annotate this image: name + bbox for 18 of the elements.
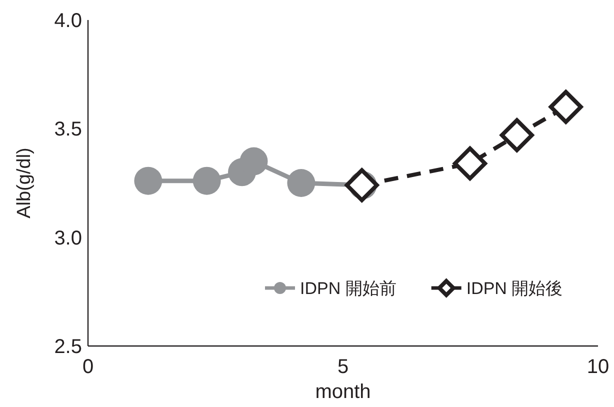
x-tick-label: 10 [586,356,610,378]
legend-label: IDPN 開始後 [466,279,563,298]
legend-label: IDPN 開始前 [300,279,396,298]
x-axis-title: month [315,381,371,403]
y-tick-label: 3.0 [54,227,82,250]
x-tick-label: 5 [337,356,349,378]
point [192,166,221,195]
point [500,118,534,152]
y-tick-label: 2.5 [54,336,82,358]
point [287,169,316,197]
point [452,146,487,180]
x-tick-label: 0 [82,356,94,378]
y-axis-title: Alb(g/dl) [14,148,35,218]
point [240,147,268,176]
point [134,166,162,195]
y-tick-label: 4.0 [54,10,82,32]
point [548,90,583,124]
y-tick-label: 3.5 [54,118,82,141]
